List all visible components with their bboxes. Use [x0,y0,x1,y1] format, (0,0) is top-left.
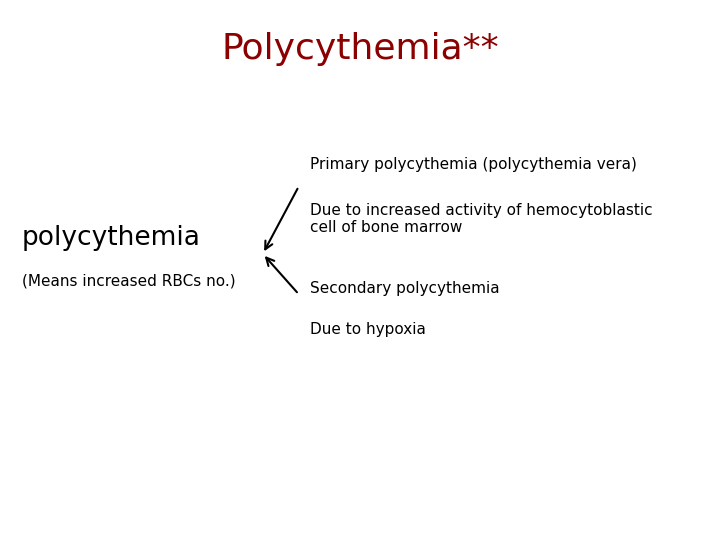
Text: Due to increased activity of hemocytoblastic
cell of bone marrow: Due to increased activity of hemocytobla… [310,202,652,235]
Text: Primary polycythemia (polycythemia vera): Primary polycythemia (polycythemia vera) [310,157,636,172]
Text: (Means increased RBCs no.): (Means increased RBCs no.) [22,273,235,288]
Text: Secondary polycythemia: Secondary polycythemia [310,281,499,296]
Text: Due to hypoxia: Due to hypoxia [310,322,426,337]
Text: Polycythemia**: Polycythemia** [221,32,499,66]
Text: polycythemia: polycythemia [22,225,200,251]
